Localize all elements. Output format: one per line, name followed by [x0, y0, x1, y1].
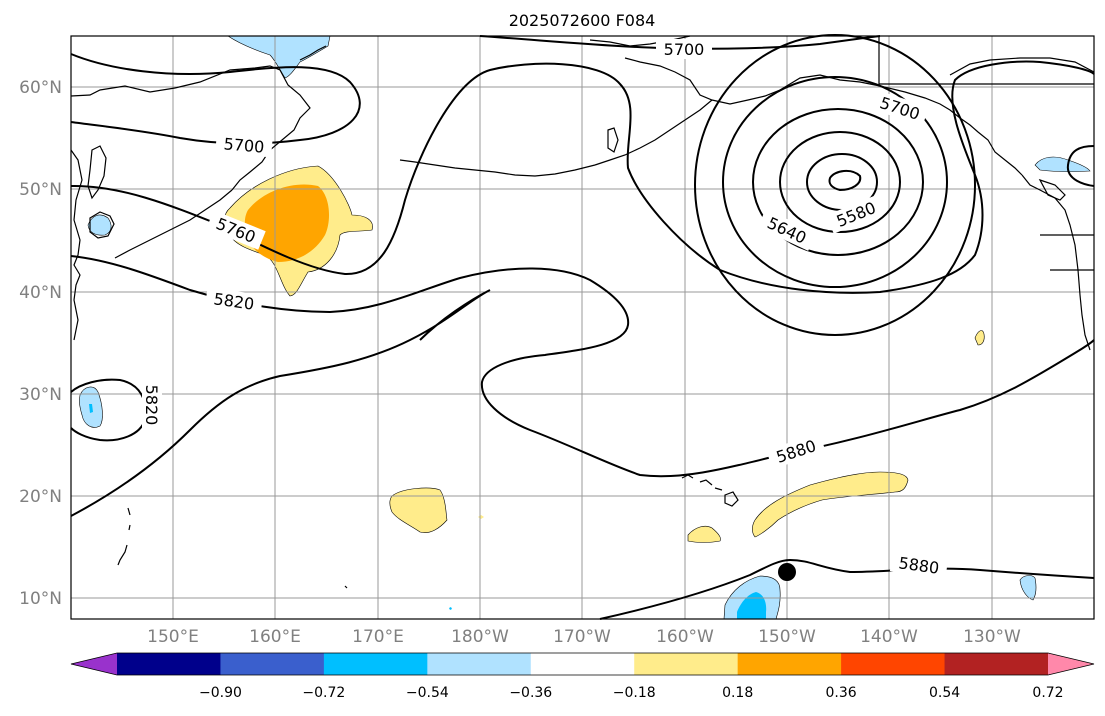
lon-label-150w: 150°W — [758, 627, 816, 647]
contour-low-core — [828, 170, 862, 192]
lon-label-130w: 130°W — [963, 627, 1021, 647]
colorbar: −0.90 −0.72 −0.54 −0.36 −0.18 0.18 0.36 0.54 0.7… — [70, 652, 1095, 701]
coast-pribilof — [607, 127, 619, 153]
longitude-labels: 150°E 160°E 170°E 180°W 170°W 160°W 150°… — [147, 627, 1021, 647]
colorbar-ticks: −0.90 −0.72 −0.54 −0.36 −0.18 0.18 0.36 0.54 0.7… — [199, 685, 1064, 701]
negative-anomaly-west-core — [89, 404, 93, 413]
colorbar-outline — [70, 652, 1095, 676]
positive-anomaly-hawaii-east — [752, 471, 909, 538]
positive-anomaly-hawaii-west — [687, 525, 721, 543]
colorbar-tick-label: −0.90 — [199, 685, 242, 701]
colorbar-tick-label: 0.72 — [1032, 685, 1063, 701]
coast-asia-mainland — [70, 149, 83, 341]
colorbar-segments — [71, 653, 1094, 675]
coast-alaska-south — [624, 57, 1023, 176]
positive-anomaly-coast — [974, 330, 985, 346]
coast-border-1 — [878, 36, 1094, 85]
lat-label-40n: 40°N — [19, 283, 62, 303]
contour-low-ring-1 — [694, 34, 976, 336]
coast-vancouver — [1038, 178, 1066, 201]
negative-anomaly-japan — [87, 214, 112, 236]
lon-label-140w: 140°W — [860, 627, 918, 647]
contour-5820-east-top — [1066, 145, 1095, 187]
positive-anomaly-nw-core — [244, 184, 330, 262]
height-contours — [70, 34, 1095, 620]
colorbar-segment — [530, 653, 635, 675]
negative-anomaly-se — [1019, 575, 1037, 601]
lat-label-10n: 10°N — [19, 589, 62, 609]
lon-label-160e: 160°E — [249, 627, 301, 647]
contour-low-ring-3 — [752, 108, 924, 256]
coastlines — [70, 35, 1095, 589]
colorbar-tick-label: −0.36 — [509, 685, 552, 701]
lat-label-60n: 60°N — [19, 78, 62, 98]
negative-anomaly-south-core — [737, 592, 767, 619]
coast-canada-inlet — [949, 57, 1095, 76]
colorbar-extend-high — [1048, 653, 1094, 675]
lon-label-170w: 170°W — [553, 627, 611, 647]
colorbar-segment — [944, 653, 1049, 675]
coast-aleutians — [399, 159, 596, 177]
colorbar-tick-label: 0.54 — [929, 685, 960, 701]
contour-5880-main — [70, 289, 491, 517]
colorbar-segment — [737, 653, 842, 675]
colorbar-segment — [220, 653, 325, 675]
colorbar-tick-label: −0.54 — [406, 685, 449, 701]
contour-low-ring-4 — [779, 131, 901, 233]
lat-label-50n: 50°N — [19, 180, 62, 200]
coast-hokkaido — [89, 211, 115, 239]
coast-mariana — [117, 507, 131, 566]
lon-label-180w: 180°W — [451, 627, 509, 647]
contour-5700-west — [70, 53, 361, 145]
colorbar-segment — [427, 653, 532, 675]
contour-5880-south — [599, 558, 1095, 620]
lat-label-20n: 20°N — [19, 487, 62, 507]
colorbar-tick-label: 0.36 — [826, 685, 857, 701]
map-title: 2025072600 F084 — [509, 11, 656, 30]
colorbar-extend-low — [71, 653, 117, 675]
coast-hawaii-3 — [714, 487, 723, 491]
contour-label: 5700 — [664, 40, 705, 59]
contour-label: 5700 — [223, 134, 265, 156]
colorbar-segment — [323, 653, 428, 675]
negative-anomaly-tiny — [449, 607, 452, 610]
coast-hawaii-2 — [699, 479, 713, 486]
lon-label-150e: 150°E — [147, 627, 199, 647]
lat-label-30n: 30°N — [19, 385, 62, 405]
contour-5760 — [70, 60, 1095, 294]
colorbar-tick-label: −0.18 — [613, 685, 656, 701]
colorbar-tick-label: 0.18 — [722, 685, 753, 701]
lon-label-160w: 160°W — [656, 627, 714, 647]
lon-label-170e: 170°E — [352, 627, 404, 647]
coast-alaska-peninsula — [594, 99, 713, 166]
colorbar-tick-label: −0.72 — [302, 685, 345, 701]
colorbar-segment — [634, 653, 739, 675]
colorbar-segment — [117, 653, 221, 675]
negative-anomaly-top — [227, 35, 331, 79]
contour-label-group: 5700 5700 5700 5760 5820 5820 5640 5580 … — [142, 39, 949, 579]
coast-sakhalin — [87, 145, 107, 200]
coast-small-island — [344, 585, 348, 589]
map-frame — [70, 35, 1095, 620]
coast-kamchatka-east — [299, 45, 327, 61]
contour-low-ring-2 — [722, 76, 948, 288]
anomaly-shading — [79, 35, 1091, 620]
coast-kurils — [114, 189, 233, 259]
contour-5820-north — [70, 255, 1095, 478]
positive-anomaly-central — [389, 487, 448, 533]
colorbar-segment — [841, 653, 946, 675]
negative-anomaly-bc — [1034, 156, 1091, 172]
storm-center-dot-icon — [778, 563, 796, 581]
latitude-labels: 60°N 50°N 40°N 30°N 20°N 10°N — [19, 78, 62, 609]
contour-label: 5820 — [142, 385, 161, 426]
coast-hawaii-big — [724, 491, 739, 507]
